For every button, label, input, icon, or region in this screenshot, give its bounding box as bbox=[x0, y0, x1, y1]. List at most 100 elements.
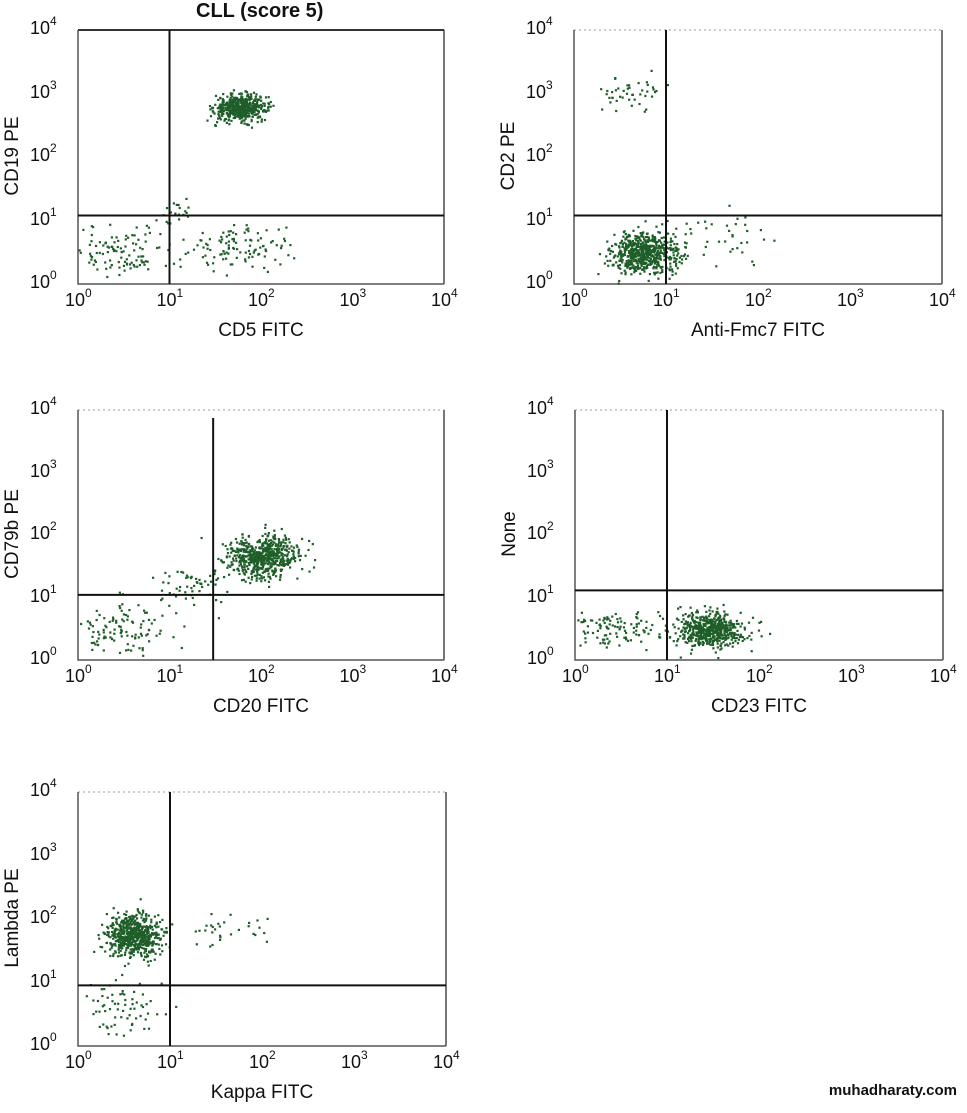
data-point bbox=[148, 935, 151, 938]
data-point bbox=[259, 246, 262, 249]
data-point bbox=[637, 622, 640, 625]
data-point bbox=[719, 644, 722, 647]
data-point bbox=[103, 932, 106, 936]
data-point bbox=[647, 240, 650, 243]
data-point bbox=[258, 98, 261, 101]
data-point bbox=[143, 951, 146, 954]
data-point bbox=[125, 234, 128, 237]
data-point bbox=[242, 560, 245, 563]
data-point bbox=[226, 548, 229, 551]
data-point bbox=[178, 218, 181, 221]
data-point bbox=[143, 609, 146, 612]
data-point bbox=[718, 625, 722, 628]
data-point bbox=[132, 933, 135, 936]
data-point bbox=[132, 954, 135, 957]
data-point bbox=[650, 254, 653, 258]
data-point bbox=[724, 636, 727, 639]
data-point bbox=[239, 251, 242, 254]
data-point bbox=[155, 926, 158, 929]
data-point bbox=[730, 632, 733, 635]
data-point bbox=[240, 541, 243, 544]
data-point bbox=[142, 936, 145, 940]
data-point bbox=[267, 539, 271, 542]
data-point bbox=[120, 256, 123, 259]
data-point bbox=[226, 566, 229, 569]
data-point bbox=[215, 578, 218, 581]
data-point bbox=[702, 635, 705, 638]
data-point bbox=[708, 630, 711, 633]
data-point bbox=[230, 119, 233, 122]
data-point bbox=[716, 631, 719, 634]
data-point bbox=[255, 579, 258, 582]
data-point bbox=[261, 534, 264, 538]
data-point bbox=[219, 110, 222, 113]
data-point bbox=[268, 567, 271, 570]
data-point bbox=[125, 910, 128, 913]
data-point bbox=[231, 557, 235, 560]
data-point bbox=[129, 1029, 132, 1032]
data-point bbox=[164, 571, 167, 574]
data-point bbox=[685, 222, 688, 225]
data-point bbox=[221, 107, 224, 110]
data-point bbox=[266, 555, 269, 558]
data-point bbox=[229, 933, 233, 936]
data-point bbox=[228, 113, 231, 117]
data-point bbox=[104, 950, 107, 953]
data-point bbox=[718, 633, 721, 636]
data-point bbox=[133, 990, 136, 993]
data-point bbox=[672, 233, 675, 236]
data-point bbox=[684, 246, 687, 249]
data-point bbox=[278, 578, 282, 581]
data-point bbox=[249, 238, 252, 241]
data-point bbox=[125, 649, 128, 652]
data-point bbox=[649, 260, 652, 263]
data-point bbox=[225, 257, 228, 260]
data-point bbox=[696, 624, 699, 627]
data-point bbox=[187, 206, 190, 209]
data-point bbox=[292, 557, 295, 561]
data-point bbox=[707, 622, 710, 625]
data-point bbox=[243, 101, 246, 104]
scatter-points bbox=[577, 603, 772, 660]
data-point bbox=[117, 1002, 120, 1005]
data-point bbox=[230, 561, 233, 564]
data-point bbox=[623, 230, 626, 233]
data-point bbox=[591, 619, 594, 622]
data-point bbox=[706, 630, 709, 633]
data-point bbox=[282, 538, 285, 541]
data-point bbox=[150, 941, 153, 945]
data-point bbox=[145, 224, 148, 227]
data-point bbox=[269, 539, 272, 542]
data-point bbox=[136, 924, 139, 927]
axes bbox=[573, 30, 942, 285]
data-point bbox=[624, 262, 627, 265]
data-point bbox=[146, 936, 149, 939]
data-point bbox=[146, 260, 149, 263]
data-point bbox=[112, 943, 115, 946]
data-point bbox=[644, 256, 647, 259]
data-point bbox=[248, 244, 252, 247]
plot-area bbox=[77, 409, 445, 661]
data-point bbox=[639, 239, 642, 242]
data-point bbox=[242, 548, 245, 551]
data-point bbox=[102, 628, 105, 631]
data-point bbox=[286, 561, 289, 564]
data-point bbox=[111, 619, 114, 622]
data-point bbox=[239, 115, 242, 119]
data-point bbox=[659, 249, 662, 252]
data-point bbox=[130, 649, 133, 652]
data-point bbox=[619, 617, 622, 620]
data-point bbox=[661, 617, 665, 620]
data-point bbox=[283, 534, 286, 537]
data-point bbox=[244, 98, 247, 101]
data-point bbox=[115, 1033, 118, 1036]
data-point bbox=[263, 554, 266, 557]
data-point bbox=[640, 254, 643, 258]
data-point bbox=[247, 256, 250, 259]
data-point bbox=[107, 1033, 110, 1036]
data-point bbox=[614, 89, 617, 92]
data-point bbox=[112, 616, 115, 619]
data-point bbox=[118, 651, 122, 654]
data-point bbox=[128, 951, 131, 954]
data-point bbox=[737, 638, 740, 641]
